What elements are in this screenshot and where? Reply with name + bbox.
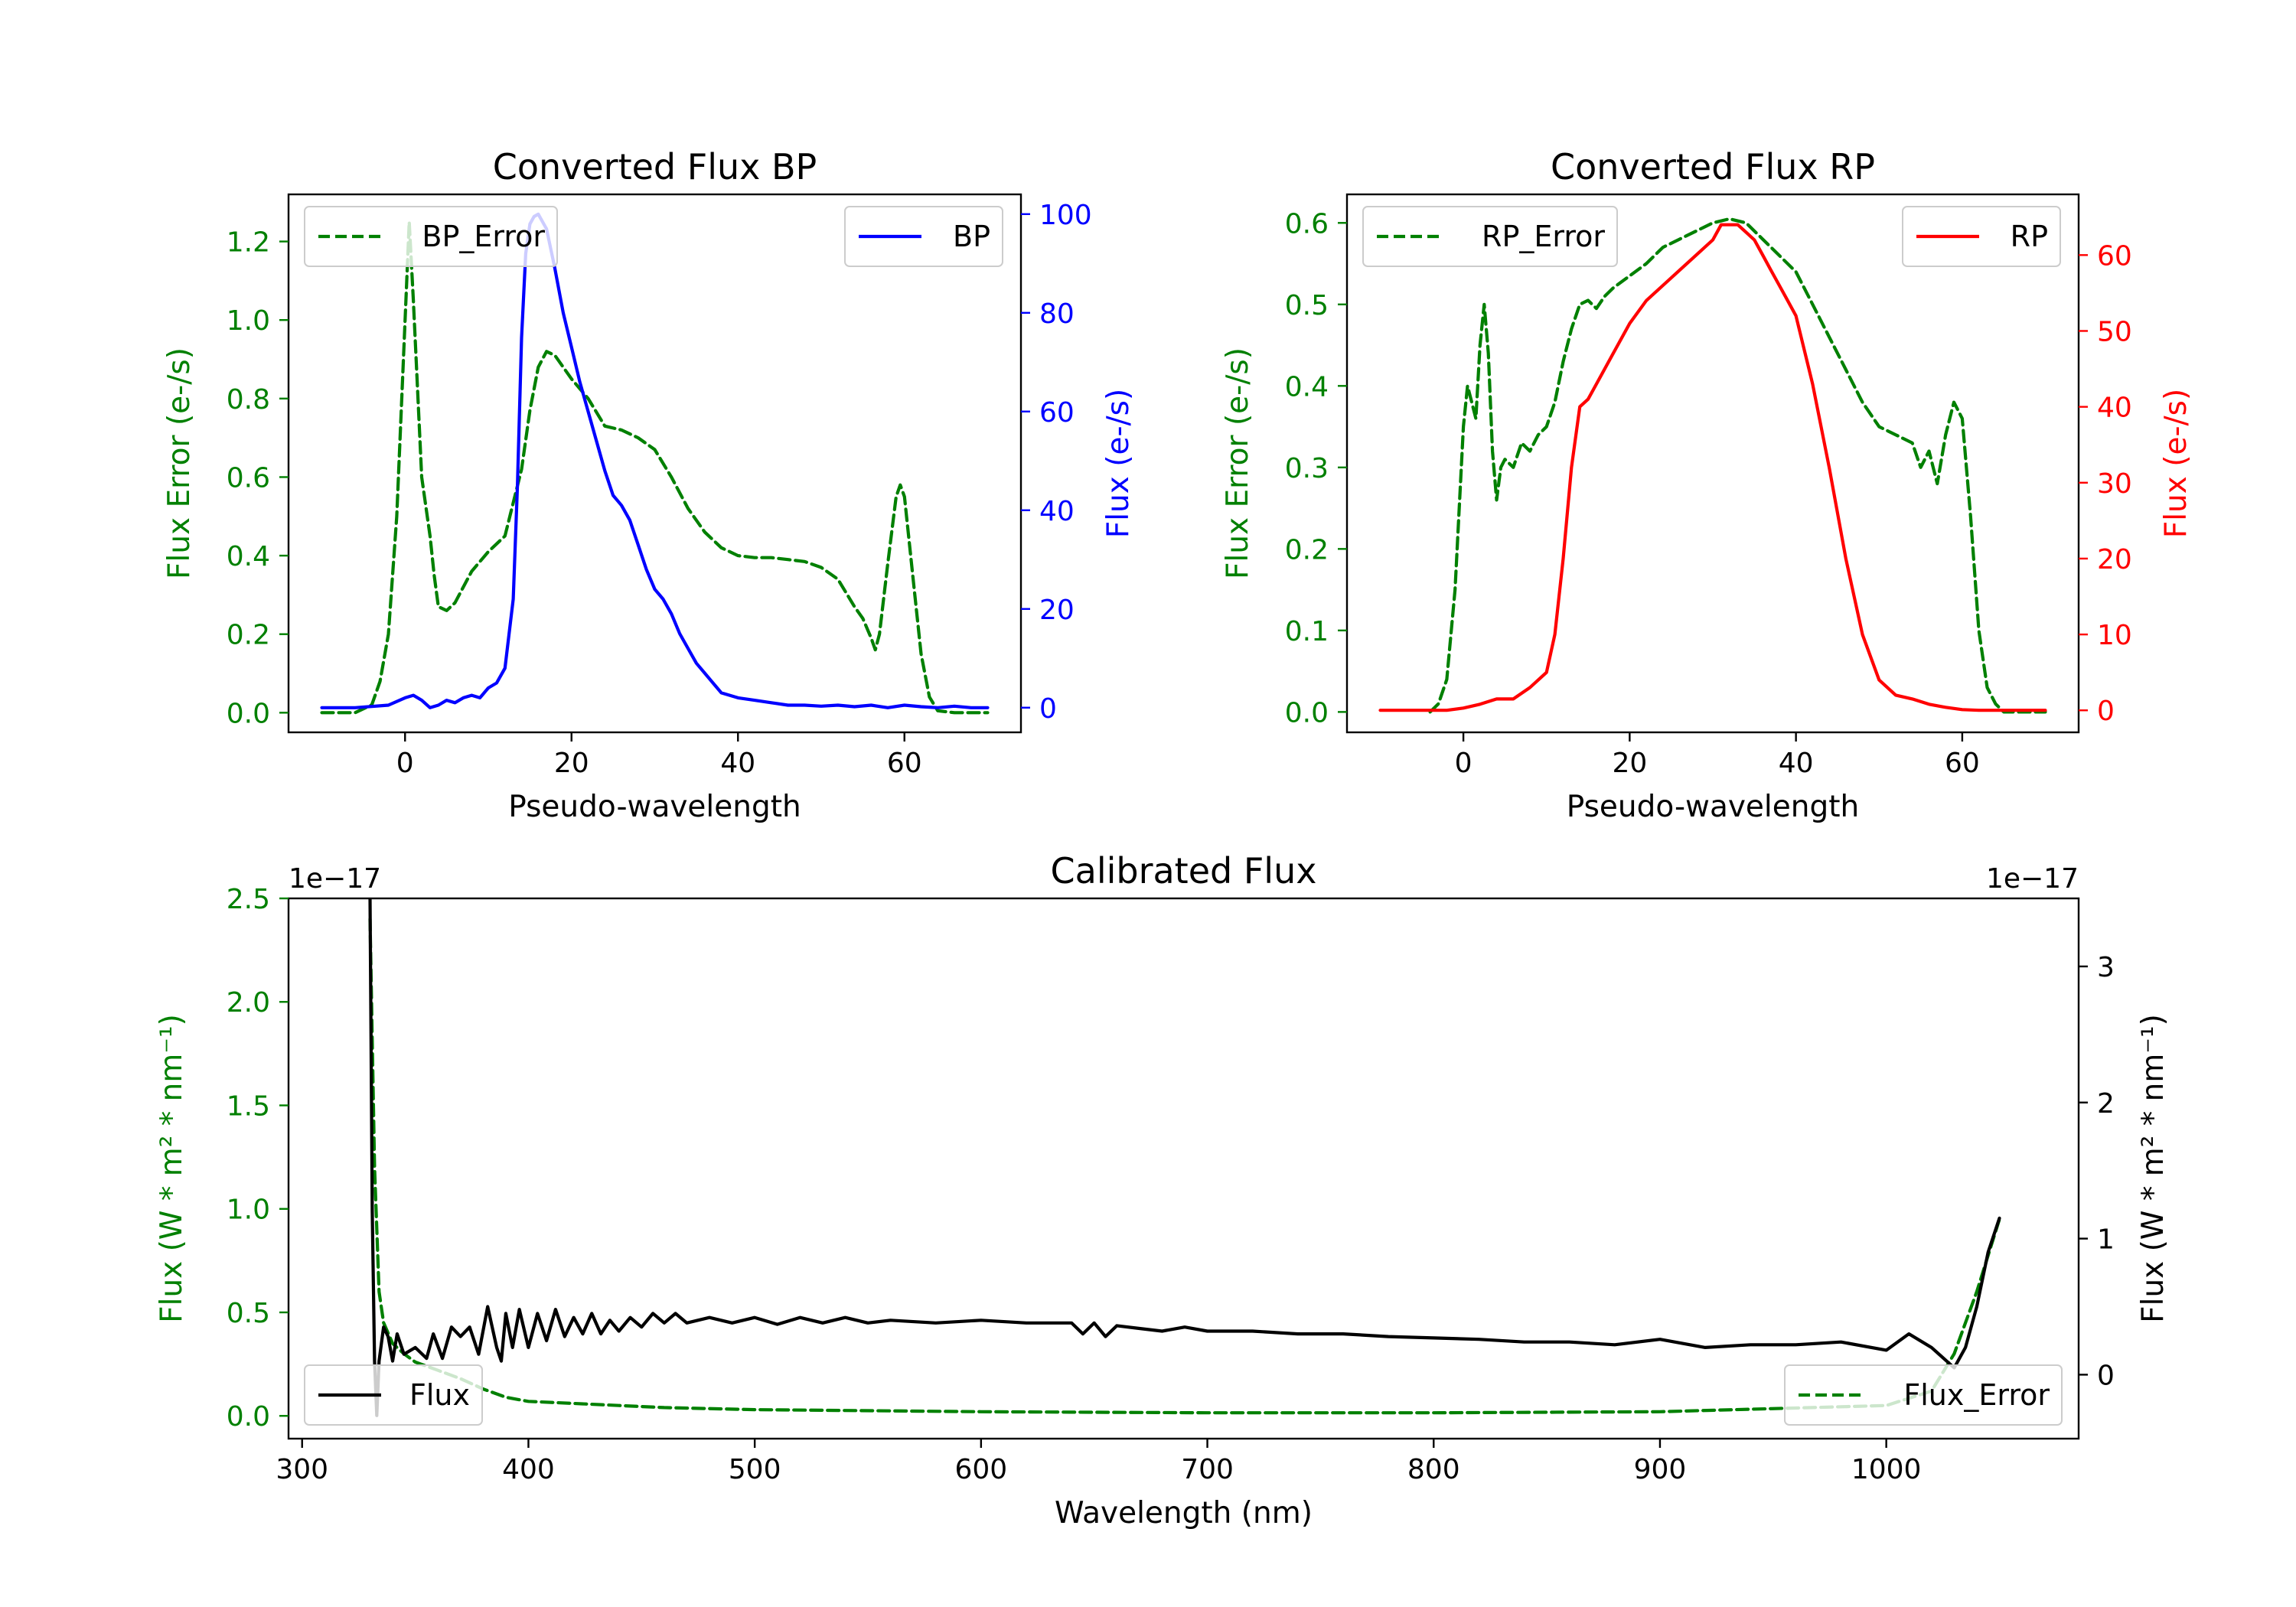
legend-label: BP_Error — [422, 220, 545, 253]
x-tick-label: 0 — [1455, 748, 1473, 779]
y-left-tick-label: 0.6 — [227, 462, 270, 494]
series-bp-error-line — [320, 220, 990, 715]
y-right-tick-label: 0 — [2097, 696, 2115, 727]
y-left-tick-label: 1.5 — [227, 1090, 270, 1122]
x-tick-label: 1000 — [1851, 1454, 1922, 1485]
y-right-tick-label: 40 — [2097, 393, 2132, 424]
y-right-tick-label: 0 — [2097, 1360, 2115, 1391]
bp-y-left-axis-label: Flux Error (e-/s) — [162, 347, 197, 579]
y-right-tick-label: 100 — [1039, 200, 1092, 231]
rp-chart-title: Converted Flux RP — [1551, 146, 1875, 187]
y-left-tick-label: 0.8 — [227, 384, 270, 416]
rp-y-left-axis-label: Flux Error (e-/s) — [1221, 347, 1255, 579]
calibrated-y-right-axis-label: Flux (W * m² * nm⁻¹) — [2136, 1014, 2170, 1323]
y-left-tick-label: 2.0 — [227, 987, 270, 1019]
x-tick-label: 20 — [554, 748, 589, 779]
calibrated-legend-right: Flux_Error — [1784, 1364, 2063, 1426]
x-tick-label: 800 — [1407, 1454, 1460, 1485]
y-right-tick-label: 0 — [1039, 693, 1057, 725]
y-right-tick-label: 60 — [2097, 240, 2132, 272]
x-tick-label: 60 — [1945, 748, 1980, 779]
y-left-tick-label: 0.3 — [1285, 453, 1329, 484]
y-left-tick-label: 0.0 — [1285, 697, 1329, 729]
legend-box — [304, 206, 558, 267]
rp-y-right-axis-label: Flux (e-/s) — [2159, 389, 2193, 538]
calibrated-panel: 300 400 500 600 700 800 900 1000 0.0 0.5 1.0 1.5 2.0… — [155, 850, 2170, 1530]
bp-chart-title: Converted Flux BP — [493, 146, 817, 187]
y-left-tick-label: 0.5 — [1285, 290, 1329, 321]
calibrated-plot-frame — [287, 897, 2080, 1440]
series-rp-error-line — [1428, 217, 2047, 714]
x-tick-label: 700 — [1181, 1454, 1234, 1485]
series-bp-line — [320, 212, 990, 709]
y-right-tick-label: 20 — [1039, 595, 1075, 626]
y-left-tick-label: 1.2 — [227, 227, 270, 259]
rp-legend-right: RP — [1902, 206, 2061, 267]
calibrated-chart-title: Calibrated Flux — [1051, 850, 1317, 892]
y-right-tick-label: 20 — [2097, 544, 2132, 575]
legend-box — [1784, 1364, 2063, 1426]
x-tick-label: 20 — [1612, 748, 1647, 779]
legend-label: RP — [2011, 220, 2048, 253]
bp-panel: 0 20 40 60 0.0 0.2 0.4 0.6 0.8 1.0 1.2 0 20 40 60 80 100… — [162, 146, 1136, 824]
y-right-tick-label: 80 — [1039, 298, 1075, 330]
y-left-tick-label: 0.1 — [1285, 616, 1329, 647]
rp-legend-left: RP_Error — [1362, 206, 1618, 267]
y-left-tick-label: 1.0 — [227, 305, 270, 337]
y-left-tick-label: 0.2 — [1285, 534, 1329, 566]
x-tick-label: 60 — [887, 748, 922, 779]
legend-box — [304, 1364, 483, 1426]
rp-plot-frame — [1345, 193, 2080, 734]
y-left-tick-label: 0.0 — [227, 698, 270, 729]
y-right-tick-label: 10 — [2097, 620, 2132, 651]
y-left-tick-label: 0.4 — [1285, 371, 1329, 403]
y-left-offset-label: 1e−17 — [289, 863, 381, 895]
y-right-tick-label: 1 — [2097, 1224, 2115, 1256]
series-flux-line — [368, 898, 2001, 1417]
x-tick-label: 600 — [954, 1454, 1007, 1485]
y-right-tick-label: 50 — [2097, 316, 2132, 347]
x-tick-label: 400 — [502, 1454, 555, 1485]
legend-label: Flux_Error — [1903, 1378, 2050, 1412]
legend-box — [1362, 206, 1618, 267]
x-tick-label: 500 — [729, 1454, 781, 1485]
y-right-tick-label: 30 — [2097, 468, 2132, 500]
calibrated-legend-left: Flux — [304, 1364, 483, 1426]
y-left-tick-label: 1.0 — [227, 1195, 270, 1226]
bp-y-right-axis-label: Flux (e-/s) — [1101, 389, 1136, 538]
x-tick-label: 0 — [396, 748, 414, 779]
y-right-tick-label: 40 — [1039, 496, 1075, 527]
y-left-tick-label: 0.5 — [227, 1298, 270, 1329]
legend-box — [844, 206, 1003, 267]
x-tick-label: 300 — [276, 1454, 328, 1485]
y-right-tick-label: 60 — [1039, 397, 1075, 429]
bp-legend-left: BP_Error — [304, 206, 558, 267]
x-tick-label: 900 — [1634, 1454, 1687, 1485]
bp-x-axis-label: Pseudo-wavelength — [508, 790, 801, 824]
y-left-tick-label: 0.4 — [227, 541, 270, 572]
x-tick-label: 40 — [1779, 748, 1814, 779]
x-tick-label: 40 — [720, 748, 755, 779]
y-left-tick-label: 0.0 — [227, 1401, 270, 1433]
y-right-tick-label: 3 — [2097, 952, 2115, 983]
rp-panel: 0 20 40 60 0.0 0.1 0.2 0.3 0.4 0.5 0.6 0 10 20 30 40 50 6… — [1221, 146, 2193, 824]
y-right-tick-label: 2 — [2097, 1088, 2115, 1120]
legend-label: BP — [953, 220, 990, 253]
bp-plot-frame — [287, 193, 1022, 734]
legend-label: Flux — [409, 1378, 470, 1412]
rp-x-axis-label: Pseudo-wavelength — [1567, 790, 1859, 824]
calibrated-x-axis-label: Wavelength (nm) — [1055, 1496, 1313, 1530]
y-left-tick-label: 2.5 — [227, 884, 270, 915]
series-flux-error-line — [368, 917, 2001, 1415]
y-left-tick-label: 0.2 — [227, 620, 270, 651]
series-rp-line — [1378, 223, 2047, 712]
legend-box — [1902, 206, 2061, 267]
y-left-tick-label: 0.6 — [1285, 208, 1329, 240]
legend-label: RP_Error — [1482, 220, 1605, 253]
y-right-offset-label: 1e−17 — [1986, 863, 2079, 895]
calibrated-y-left-axis-label: Flux (W * m² * nm⁻¹) — [155, 1014, 189, 1323]
bp-legend-right: BP — [844, 206, 1003, 267]
